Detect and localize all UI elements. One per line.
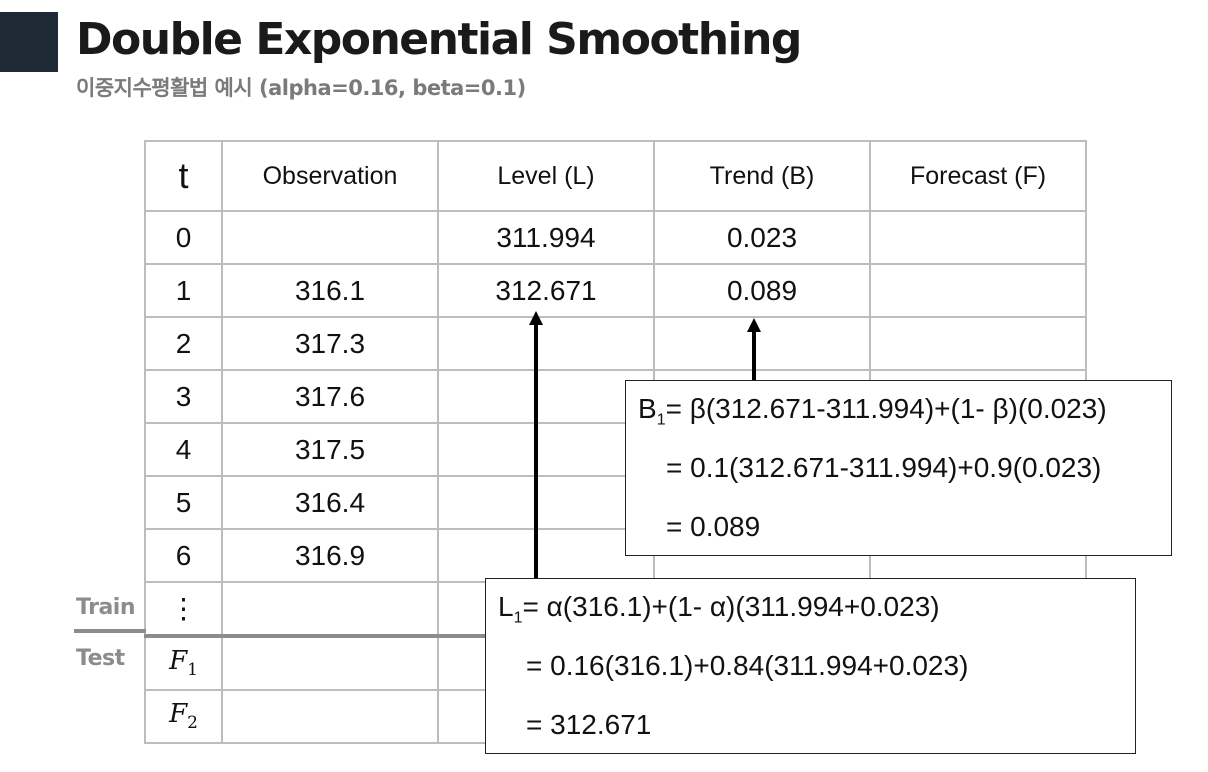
cell-t: 2 xyxy=(144,316,223,371)
cell-level: 311.994 xyxy=(437,210,655,265)
cell-forecast xyxy=(869,210,1087,265)
cell-level xyxy=(437,316,655,371)
cell-observation: 316.9 xyxy=(221,528,439,583)
cell-forecast xyxy=(869,263,1087,318)
cell-t: 0 xyxy=(144,210,223,265)
cell-trend: 0.023 xyxy=(653,210,871,265)
cell-level xyxy=(437,369,655,424)
train-test-divider xyxy=(74,629,146,633)
cell-level xyxy=(437,475,655,530)
test-label: Test xyxy=(76,646,125,671)
forecast-symbol: F xyxy=(169,646,188,677)
header-observation: Observation xyxy=(221,140,439,212)
cell-level xyxy=(437,528,655,583)
trend-lhs-symbol: B xyxy=(638,393,657,424)
trend-formula-box: B1= β(312.671-311.994)+(1- β)(0.023) = 0… xyxy=(625,380,1172,556)
forecast-index: 1 xyxy=(187,660,198,681)
cell-observation xyxy=(221,581,439,638)
cell-observation: 317.5 xyxy=(221,422,439,477)
level-formula-line-3: = 312.671 xyxy=(526,709,652,740)
level-arrow-head-icon xyxy=(529,311,543,325)
cell-forecast-symbol: F2 xyxy=(144,689,223,744)
cell-level xyxy=(437,422,655,477)
level-formula-line-1: L1= α(316.1)+(1- α)(311.994+0.023) xyxy=(498,591,940,628)
cell-t: 6 xyxy=(144,528,223,583)
cell-t: 5 xyxy=(144,475,223,530)
trend-arrow-head-icon xyxy=(747,318,761,332)
train-label: Train xyxy=(76,595,136,620)
cell-level: 312.671 xyxy=(437,263,655,318)
cell-t-ellipsis: ⋮ xyxy=(144,581,223,638)
cell-observation: 316.1 xyxy=(221,263,439,318)
trend-formula-line-1: B1= β(312.671-311.994)+(1- β)(0.023) xyxy=(638,393,1107,430)
trend-arrow-line xyxy=(752,330,756,380)
table-row: 2 317.3 xyxy=(144,316,1087,371)
level-formula-box: L1= α(316.1)+(1- α)(311.994+0.023) = 0.1… xyxy=(485,578,1136,754)
cell-observation: 317.3 xyxy=(221,316,439,371)
cell-t: 1 xyxy=(144,263,223,318)
level-lhs-symbol: L xyxy=(498,591,514,622)
cell-observation xyxy=(221,635,439,691)
cell-observation: 317.6 xyxy=(221,369,439,424)
cell-observation xyxy=(221,210,439,265)
cell-observation: 316.4 xyxy=(221,475,439,530)
cell-forecast-symbol: F1 xyxy=(144,635,223,691)
cell-trend: 0.089 xyxy=(653,263,871,318)
trend-line1-rhs: = β(312.671-311.994)+(1- β)(0.023) xyxy=(665,393,1107,424)
header-trend: Trend (B) xyxy=(653,140,871,212)
trend-formula-line-2: = 0.1(312.671-311.994)+0.9(0.023) xyxy=(666,452,1102,483)
corner-accent-block xyxy=(0,12,58,72)
level-formula-line-2: = 0.16(316.1)+0.84(311.994+0.023) xyxy=(526,650,969,681)
forecast-symbol: F xyxy=(169,699,188,730)
cell-trend xyxy=(653,316,871,371)
trend-formula-line-3: = 0.089 xyxy=(666,511,761,542)
level-arrow-line xyxy=(534,323,538,579)
header-level: Level (L) xyxy=(437,140,655,212)
forecast-index: 2 xyxy=(187,713,198,734)
table-row: 0 311.994 0.023 xyxy=(144,210,1087,265)
cell-t: 3 xyxy=(144,369,223,424)
header-row: t Observation Level (L) Trend (B) Foreca… xyxy=(144,140,1087,212)
cell-forecast xyxy=(869,316,1087,371)
trend-lhs-sub: 1 xyxy=(656,411,666,429)
table-row: 1 316.1 312.671 0.089 xyxy=(144,263,1087,318)
level-lhs-sub: 1 xyxy=(513,609,523,627)
cell-observation xyxy=(221,689,439,744)
page-subtitle: 이중지수평활법 예시 (alpha=0.16, beta=0.1) xyxy=(76,76,526,100)
level-line1-rhs: = α(316.1)+(1- α)(311.994+0.023) xyxy=(522,591,940,622)
header-t: t xyxy=(144,140,223,212)
cell-t: 4 xyxy=(144,422,223,477)
page-title: Double Exponential Smoothing xyxy=(76,14,802,65)
header-forecast: Forecast (F) xyxy=(869,140,1087,212)
